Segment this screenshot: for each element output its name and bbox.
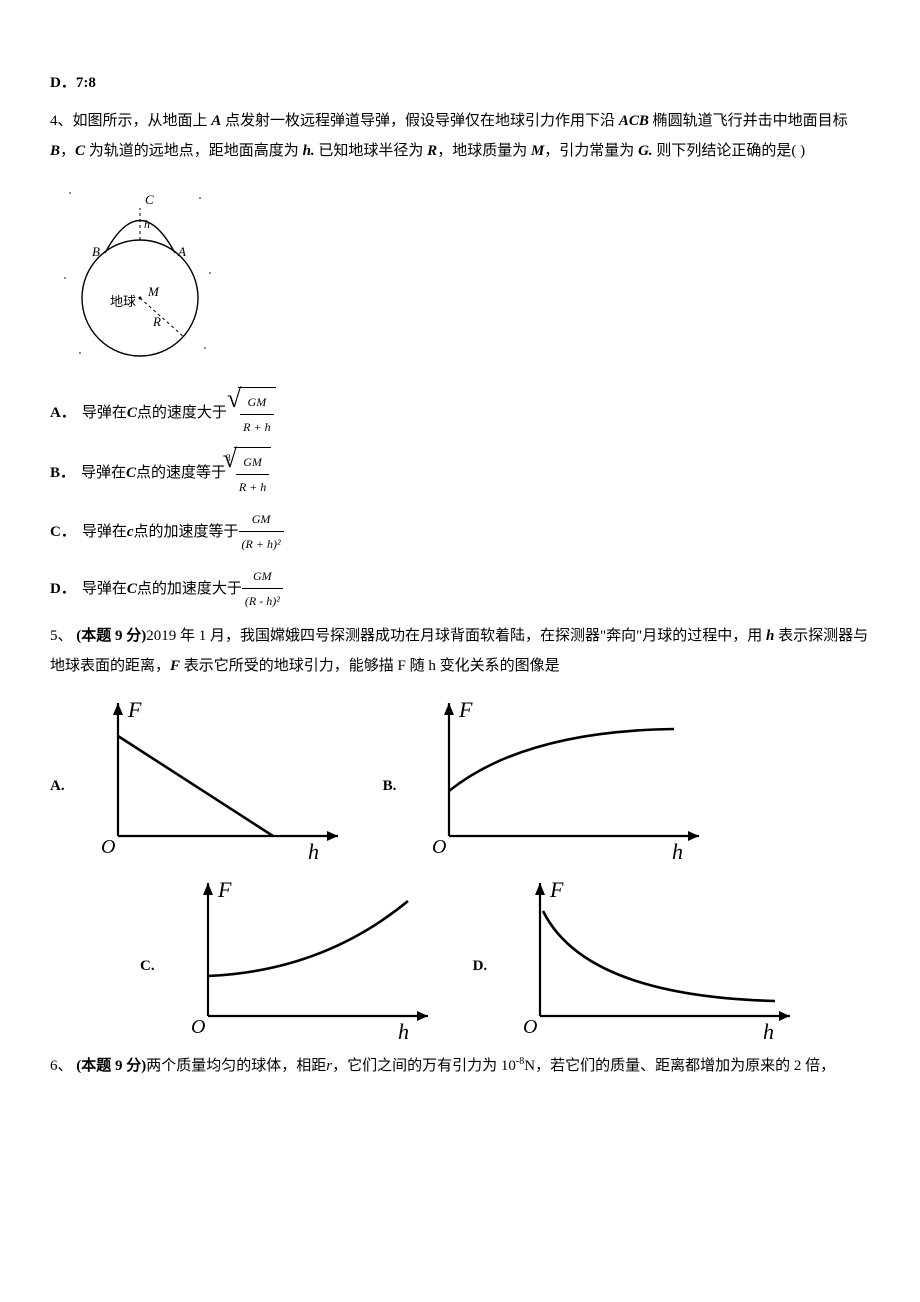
q5-B-label: B. xyxy=(383,771,397,861)
q4-stem: 4、如图所示，从地面上 A 点发射一枚远程弹道导弹，假设导弹仅在地球引力作用下沿… xyxy=(50,106,870,166)
q5-A-label: A. xyxy=(50,771,65,861)
q6-t5: N，若它们的质量、距离都增加为原来的 2 倍， xyxy=(524,1058,835,1074)
q4-D-pre: 导弹在 xyxy=(82,574,127,604)
q5-choice-B: B. F O h xyxy=(383,691,715,861)
q4-option-D: D． 导弹在 C 点的加速度大于 GM(R - h)² xyxy=(50,564,870,613)
q4-D-label: D． xyxy=(50,574,76,604)
q4-figure: C A B h M R 地球 xyxy=(50,178,870,379)
q4-option-C: C． 导弹在 c 点的加速度等于 GM(R + h)² xyxy=(50,507,870,556)
q4-t9: 为轨道的远地点，距地面高度为 xyxy=(85,143,303,159)
q4-M: M xyxy=(531,143,544,159)
q5-t1: 2019 年 1 月，我国嫦娥四号探测器成功在月球背面软着陆，在探测器"奔向"月… xyxy=(146,628,766,644)
q5-points: (本题 9 分) xyxy=(73,628,147,644)
prev-option-d-label: D． xyxy=(50,75,76,91)
q4-D-post: 点的加速度大于 xyxy=(137,574,242,604)
q4-A-pt: C xyxy=(127,398,137,428)
q4-figure-svg: C A B h M R 地球 xyxy=(50,178,220,368)
q5-D-label: D. xyxy=(473,951,488,1041)
q4-A-label: A． xyxy=(50,398,76,428)
q5-graph-B: F O h xyxy=(404,691,714,861)
q4-option-A: A． 导弹在 C 点的速度大于 √ GMR + h xyxy=(50,387,870,439)
q4-C-pre: 导弹在 xyxy=(82,517,127,547)
figlabel-A: A xyxy=(177,244,186,259)
q4-C-post: 点的加速度等于 xyxy=(134,517,239,547)
q4-ACB: ACB xyxy=(619,113,649,129)
svg-text:h: h xyxy=(398,1019,409,1041)
q4-D-formula: GM(R - h)² xyxy=(242,564,283,613)
q4-t13: ，地球质量为 xyxy=(437,143,531,159)
q4-C-formula: GM(R + h)² xyxy=(239,507,284,556)
q6-t3: ，它们之间的万有引力为 10 xyxy=(332,1058,516,1074)
q4-B: B xyxy=(50,143,60,159)
svg-text:O: O xyxy=(432,836,446,858)
q5-C-label: C. xyxy=(140,951,155,1041)
q4-B-formula: 3 √ GMR + h xyxy=(226,447,271,499)
svg-text:O: O xyxy=(523,1016,537,1038)
q5-F: F xyxy=(170,658,180,674)
q4-t1: 如图所示，从地面上 xyxy=(73,113,212,129)
svg-text:O: O xyxy=(101,836,115,858)
q4-C: C xyxy=(75,143,85,159)
q5-stem: 5、 (本题 9 分)2019 年 1 月，我国嫦娥四号探测器成功在月球背面软着… xyxy=(50,621,870,681)
q5-choices-row2: C. F O h D. F O h xyxy=(50,871,870,1041)
figlabel-earth: 地球 xyxy=(110,294,136,309)
figlabel-R: R xyxy=(152,314,161,329)
q4-A: A xyxy=(211,113,221,129)
q6-t1: 两个质量均匀的球体，相距 xyxy=(146,1058,326,1074)
q5-t5: 表示它所受的地球引力，能够描 F 随 h 变化关系的图像是 xyxy=(180,658,560,674)
q4-number: 4、 xyxy=(50,113,73,129)
q4-B-pre: 导弹在 xyxy=(81,458,126,488)
q5-choice-C: C. F O h xyxy=(140,871,443,1041)
q4-B-pt: C xyxy=(126,458,136,488)
q4-t5: 椭圆轨道飞行并击中地面目标 xyxy=(649,113,848,129)
svg-text:h: h xyxy=(672,839,683,861)
q4-C-pt: c xyxy=(127,517,134,547)
q4-B-label: B． xyxy=(50,458,75,488)
q6-points: (本题 9 分) xyxy=(73,1058,147,1074)
svg-text:F: F xyxy=(217,877,232,902)
q4-t15: ，引力常量为 xyxy=(544,143,638,159)
q5-number: 5、 xyxy=(50,628,73,644)
q5-graph-C: F O h xyxy=(163,871,443,1041)
q5-graph-A: F O h xyxy=(73,691,353,861)
q4-t17: 则下列结论正确的是( ) xyxy=(653,143,806,159)
q5-choice-A: A. F O h xyxy=(50,691,353,861)
q4-B-post: 点的速度等于 xyxy=(136,458,226,488)
prev-option-d-text: 7:8 xyxy=(76,75,96,91)
q4-A-pre: 导弹在 xyxy=(82,398,127,428)
q4-t7: ， xyxy=(60,143,75,159)
q6-exp: -8 xyxy=(516,1056,524,1067)
q4-A-post: 点的速度大于 xyxy=(137,398,227,428)
svg-text:F: F xyxy=(127,697,142,722)
figlabel-B: B xyxy=(92,244,100,259)
q4-D-pt: C xyxy=(127,574,137,604)
q4-t3: 点发射一枚远程弹道导弹，假设导弹仅在地球引力作用下沿 xyxy=(221,113,619,129)
figlabel-C: C xyxy=(145,192,154,207)
q5-choice-D: D. F O h xyxy=(473,871,806,1041)
figlabel-M: M xyxy=(147,284,160,299)
q4-R: R xyxy=(427,143,437,159)
svg-text:h: h xyxy=(308,839,319,861)
q6-number: 6、 xyxy=(50,1058,73,1074)
q4-t11: 已知地球半径为 xyxy=(315,143,428,159)
svg-text:F: F xyxy=(458,697,473,722)
q6-stem: 6、 (本题 9 分)两个质量均匀的球体，相距r，它们之间的万有引力为 10-8… xyxy=(50,1051,870,1081)
svg-text:O: O xyxy=(191,1016,205,1038)
q4-G: G. xyxy=(638,143,653,159)
q4-C-label: C． xyxy=(50,517,76,547)
q4-A-formula: √ GMR + h xyxy=(227,387,276,439)
svg-text:F: F xyxy=(549,877,564,902)
svg-text:h: h xyxy=(763,1019,774,1041)
prev-option-d: D．7:8 xyxy=(50,68,870,98)
q5-choices-row1: A. F O h B. F O h xyxy=(50,691,870,861)
q5-graph-D: F O h xyxy=(495,871,805,1041)
q4-option-B: B． 导弹在 C 点的速度等于 3 √ GMR + h xyxy=(50,447,870,499)
q4-h: h. xyxy=(303,143,315,159)
figlabel-h: h xyxy=(144,217,150,231)
